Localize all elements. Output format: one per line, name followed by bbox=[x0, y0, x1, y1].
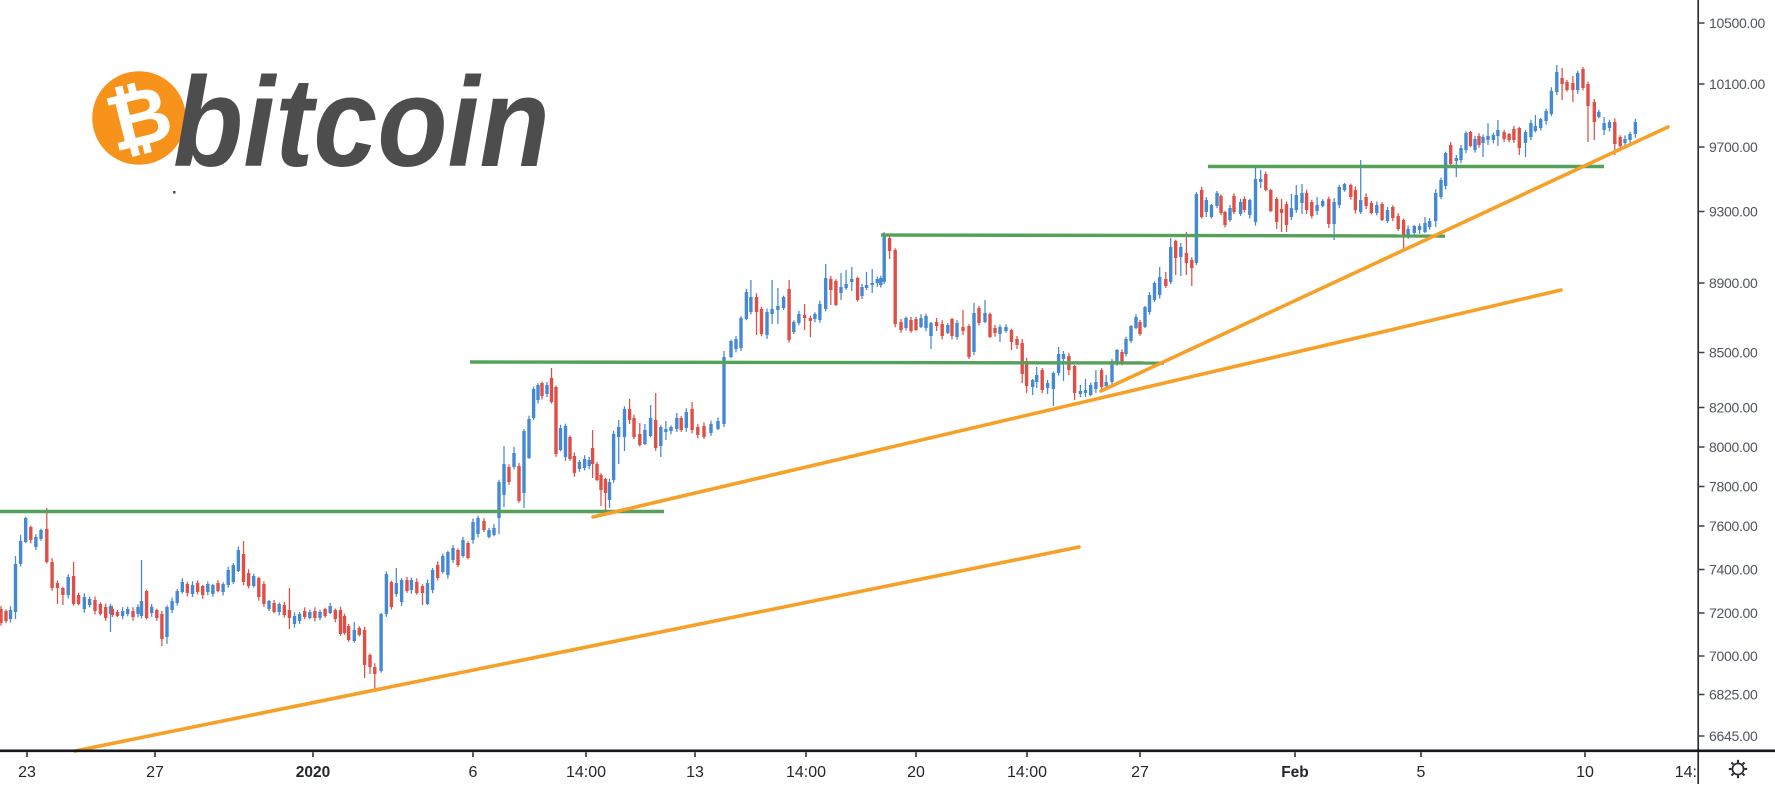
svg-text:8500.00: 8500.00 bbox=[1709, 345, 1758, 361]
svg-text:14:00: 14:00 bbox=[1007, 764, 1047, 781]
svg-text:13: 13 bbox=[686, 764, 704, 781]
svg-text:27: 27 bbox=[146, 764, 164, 781]
svg-text:7000.00: 7000.00 bbox=[1709, 648, 1758, 664]
svg-text:10500.00: 10500.00 bbox=[1709, 15, 1766, 31]
svg-text:bitcoin: bitcoin bbox=[173, 51, 550, 194]
svg-text:7400.00: 7400.00 bbox=[1709, 562, 1758, 578]
svg-text:6825.00: 6825.00 bbox=[1709, 687, 1758, 703]
svg-text:8000.00: 8000.00 bbox=[1709, 439, 1758, 455]
svg-text:10100.00: 10100.00 bbox=[1709, 76, 1766, 92]
svg-text:6: 6 bbox=[469, 764, 478, 781]
svg-text:5: 5 bbox=[1417, 764, 1426, 781]
svg-text:9300.00: 9300.00 bbox=[1709, 204, 1758, 220]
svg-text:8200.00: 8200.00 bbox=[1709, 400, 1758, 416]
svg-text:14:: 14: bbox=[1675, 764, 1697, 781]
svg-text:27: 27 bbox=[1131, 764, 1149, 781]
svg-text:6645.00: 6645.00 bbox=[1709, 728, 1758, 744]
svg-text:8900.00: 8900.00 bbox=[1709, 275, 1758, 291]
svg-text:14:00: 14:00 bbox=[786, 764, 826, 781]
svg-text:7600.00: 7600.00 bbox=[1709, 518, 1758, 534]
svg-text:14:00: 14:00 bbox=[566, 764, 606, 781]
svg-text:2020: 2020 bbox=[296, 764, 330, 781]
svg-text:7200.00: 7200.00 bbox=[1709, 605, 1758, 621]
svg-text:10: 10 bbox=[1576, 764, 1594, 781]
svg-text:Feb: Feb bbox=[1281, 764, 1309, 781]
svg-text:9700.00: 9700.00 bbox=[1709, 139, 1758, 155]
svg-text:23: 23 bbox=[18, 764, 36, 781]
svg-text:7800.00: 7800.00 bbox=[1709, 479, 1758, 495]
svg-text:20: 20 bbox=[907, 764, 925, 781]
